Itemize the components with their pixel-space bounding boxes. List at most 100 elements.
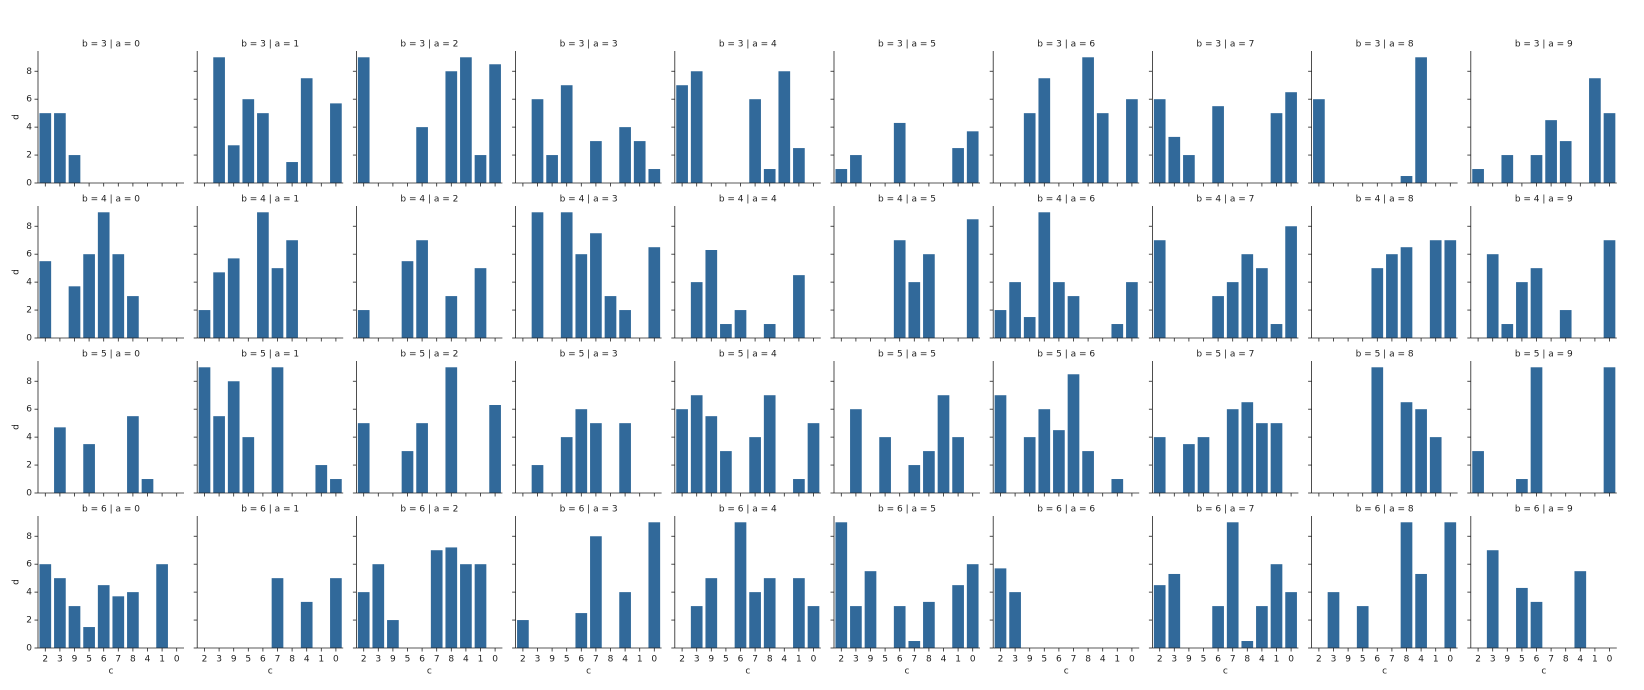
bar bbox=[227, 258, 240, 338]
bar bbox=[994, 310, 1007, 338]
bar bbox=[1313, 99, 1325, 183]
x-tick-label: 5 bbox=[1360, 655, 1366, 665]
bar bbox=[1256, 606, 1268, 648]
bar bbox=[1530, 155, 1543, 183]
panel-title: b = 6 | a = 3 bbox=[560, 505, 618, 515]
x-tick-label: 6 bbox=[1215, 655, 1221, 665]
y-axis-label: d bbox=[12, 424, 22, 430]
x-tick-label: 8 bbox=[1085, 655, 1091, 665]
bar bbox=[1429, 240, 1442, 338]
bar bbox=[227, 381, 240, 493]
bar bbox=[1212, 296, 1224, 338]
x-tick-label: 7 bbox=[752, 655, 758, 665]
x-tick-label: 3 bbox=[694, 655, 700, 665]
y-tick-label: 0 bbox=[26, 334, 32, 344]
bar bbox=[1096, 113, 1109, 183]
x-tick-label: 5 bbox=[882, 655, 888, 665]
bar bbox=[372, 564, 385, 648]
bar bbox=[213, 57, 225, 183]
bar bbox=[1226, 409, 1239, 493]
bar bbox=[1226, 282, 1239, 338]
x-tick-label: 3 bbox=[853, 655, 859, 665]
bar bbox=[1009, 282, 1021, 338]
x-tick-label: 1 bbox=[637, 655, 643, 665]
bar bbox=[1530, 367, 1543, 493]
bar bbox=[430, 550, 443, 648]
y-tick-label: 8 bbox=[26, 67, 32, 77]
bar bbox=[83, 444, 95, 493]
bar bbox=[705, 578, 718, 648]
x-tick-label: 4 bbox=[1259, 655, 1265, 665]
x-tick-label: 2 bbox=[1157, 655, 1163, 665]
x-axis-label: c bbox=[1223, 667, 1228, 677]
bar bbox=[39, 261, 52, 338]
x-tick-label: 2 bbox=[202, 655, 208, 665]
panel-title: b = 5 | a = 0 bbox=[82, 350, 140, 360]
y-tick-label: 4 bbox=[26, 278, 32, 288]
panel-title: b = 3 | a = 3 bbox=[560, 40, 618, 50]
x-tick-label: 7 bbox=[275, 655, 281, 665]
bar bbox=[531, 465, 544, 493]
panel-title: b = 6 | a = 8 bbox=[1356, 505, 1414, 515]
x-tick-label: 0 bbox=[174, 655, 180, 665]
bar bbox=[83, 254, 95, 338]
bar bbox=[474, 564, 487, 648]
panel-title: b = 4 | a = 6 bbox=[1037, 195, 1095, 205]
x-axis-label: c bbox=[427, 667, 432, 677]
y-tick-label: 6 bbox=[26, 95, 32, 105]
bar bbox=[1516, 587, 1528, 648]
panel-title: b = 4 | a = 9 bbox=[1515, 195, 1573, 205]
panel-title: b = 5 | a = 8 bbox=[1356, 350, 1414, 360]
y-tick-label: 8 bbox=[26, 222, 32, 232]
panel-title: b = 5 | a = 6 bbox=[1037, 350, 1095, 360]
bar bbox=[1168, 573, 1181, 648]
bar bbox=[590, 233, 602, 338]
bar bbox=[705, 250, 718, 338]
bar bbox=[850, 606, 862, 648]
bar bbox=[445, 547, 458, 648]
panel-title: b = 3 | a = 5 bbox=[878, 40, 936, 50]
bar bbox=[1400, 402, 1413, 493]
x-tick-label: 0 bbox=[1288, 655, 1294, 665]
x-tick-label: 4 bbox=[304, 655, 310, 665]
bar bbox=[416, 423, 428, 493]
bar bbox=[690, 282, 703, 338]
bar bbox=[1111, 324, 1124, 338]
bar bbox=[1153, 585, 1166, 648]
x-axis-label: c bbox=[1541, 667, 1546, 677]
x-tick-label: 6 bbox=[260, 655, 266, 665]
bar bbox=[1153, 437, 1166, 493]
x-tick-label: 9 bbox=[549, 655, 555, 665]
x-axis-label: c bbox=[1382, 667, 1387, 677]
bar bbox=[1400, 247, 1413, 338]
y-axis-label: d bbox=[12, 579, 22, 585]
bar bbox=[1241, 641, 1254, 648]
bar bbox=[1183, 155, 1195, 183]
x-tick-label: 3 bbox=[1012, 655, 1018, 665]
x-axis-label: c bbox=[268, 667, 273, 677]
x-tick-label: 2 bbox=[361, 655, 367, 665]
bar bbox=[445, 367, 458, 493]
bar bbox=[560, 437, 573, 493]
bar bbox=[619, 423, 631, 493]
bar bbox=[445, 71, 458, 183]
x-tick-label: 5 bbox=[1041, 655, 1047, 665]
x-tick-label: 2 bbox=[998, 655, 1004, 665]
x-tick-label: 6 bbox=[738, 655, 744, 665]
bar bbox=[1153, 240, 1166, 338]
bar bbox=[1371, 268, 1384, 338]
y-tick-label: 4 bbox=[26, 588, 32, 598]
bar bbox=[1400, 522, 1413, 648]
bar bbox=[242, 437, 255, 493]
bar bbox=[1067, 296, 1080, 338]
bar bbox=[1082, 57, 1094, 183]
bar bbox=[1212, 106, 1224, 183]
bar bbox=[720, 451, 732, 493]
bar bbox=[97, 212, 110, 338]
bar bbox=[1603, 113, 1616, 183]
bar bbox=[879, 437, 891, 493]
bar bbox=[619, 127, 631, 183]
panel-title: b = 3 | a = 6 bbox=[1037, 40, 1095, 50]
x-tick-label: 0 bbox=[1607, 655, 1613, 665]
panel-title: b = 5 | a = 1 bbox=[241, 350, 299, 360]
